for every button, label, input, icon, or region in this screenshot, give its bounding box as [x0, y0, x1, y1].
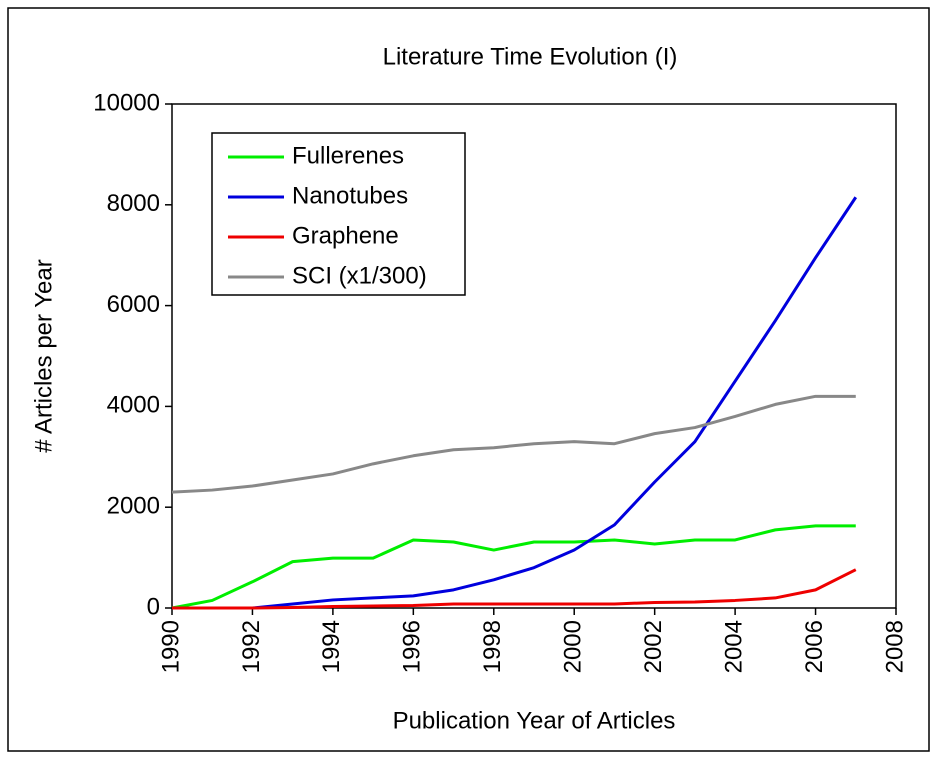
- y-axis-label: # Articles per Year: [30, 259, 57, 452]
- x-tick-label: 1998: [479, 620, 506, 673]
- chart-title: Literature Time Evolution (I): [383, 43, 678, 70]
- x-tick-label: 1996: [399, 620, 426, 673]
- y-tick-label: 4000: [107, 392, 160, 419]
- y-tick-label: 0: [147, 593, 160, 620]
- line-series: [171, 524, 856, 610]
- plot-area: [171, 103, 897, 609]
- x-tick-label: 2004: [720, 620, 747, 673]
- x-tick-label: 1994: [318, 620, 345, 673]
- legend-label: Fullerenes: [292, 142, 404, 169]
- x-tick-label: 2008: [881, 620, 908, 673]
- x-axis-label: Publication Year of Articles: [393, 707, 676, 734]
- line-series: [172, 196, 858, 610]
- legend-box: [211, 132, 466, 296]
- y-tick-label: 8000: [107, 190, 160, 217]
- y-tick-label: 6000: [107, 291, 160, 318]
- line-series: [171, 394, 856, 494]
- line-series: [172, 568, 857, 610]
- x-tick-label: 2000: [560, 620, 587, 673]
- legend-label: Graphene: [292, 222, 399, 249]
- x-tick-label: 1992: [238, 620, 265, 673]
- legend-label: Nanotubes: [292, 182, 408, 209]
- x-tick-label: 2002: [640, 620, 667, 673]
- x-tick-label: 2006: [801, 620, 828, 673]
- legend-label: SCI (x1/300): [292, 262, 427, 289]
- y-tick-label: 10000: [93, 89, 160, 116]
- chart-frame: [7, 7, 930, 752]
- y-tick-label: 2000: [107, 493, 160, 520]
- x-tick-label: 1990: [157, 620, 184, 673]
